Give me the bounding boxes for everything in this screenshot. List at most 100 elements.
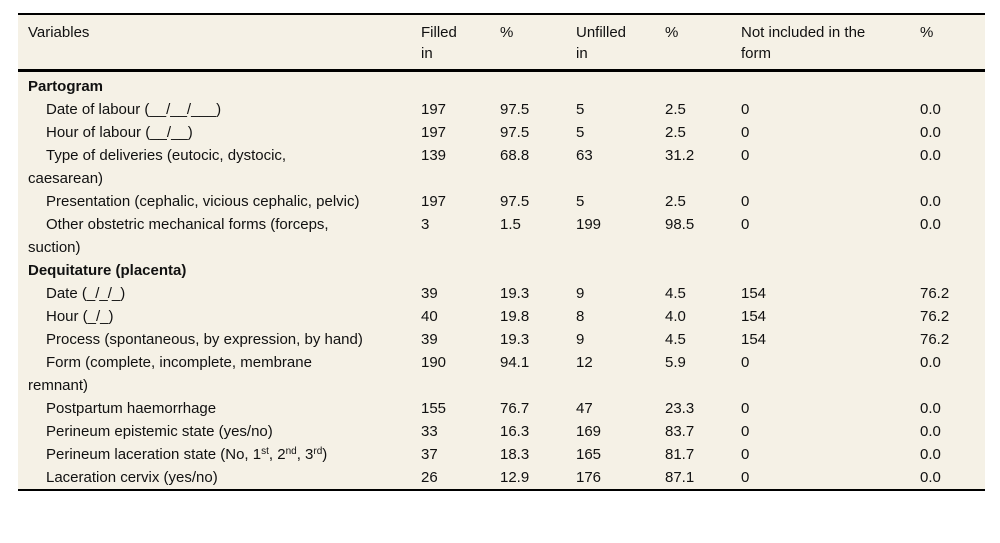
filled-pct-cell: 12.9 — [500, 469, 530, 486]
filled-pct-cell: 19.3 — [500, 331, 530, 348]
column-header-label: in — [576, 45, 588, 62]
filled-pct-cell: 76.7 — [500, 400, 530, 417]
filled-cell: 3 — [421, 216, 430, 233]
filled-pct-cell: 97.5 — [500, 124, 530, 141]
section-row-dequitature: Dequitature (placenta) — [18, 259, 985, 282]
unfilled-pct-cell: 4.5 — [665, 331, 686, 348]
column-header-not-included-pct: % — [920, 14, 985, 72]
column-header-label: Not included in the — [741, 24, 866, 41]
unfilled-pct-cell: 83.7 — [665, 423, 695, 440]
variable-cell: Hour (_/_) — [46, 308, 114, 325]
filled-pct-cell: 1.5 — [500, 216, 521, 233]
unfilled-pct-cell: 2.5 — [665, 193, 686, 210]
not-included-pct-cell: 0.0 — [920, 423, 941, 440]
filled-cell: 197 — [421, 124, 447, 141]
table-row: Presentation (cephalic, vicious cephalic… — [18, 190, 985, 213]
unfilled-pct-cell: 5.9 — [665, 354, 686, 371]
column-header-label: % — [500, 24, 514, 41]
unfilled-cell: 63 — [576, 147, 593, 164]
table-row: Perineum laceration state (No, 1st, 2nd,… — [18, 443, 985, 466]
variable-cell: Date of labour (__/__/___) — [46, 101, 222, 118]
table-row: Date (_/_/_) 39 19.3 9 4.5 154 76.2 — [18, 282, 985, 305]
table-row: Postpartum haemorrhage 155 76.7 47 23.3 … — [18, 397, 985, 420]
variable-cell: Date (_/_/_) — [46, 285, 126, 302]
column-header-filled-in: Filled in — [421, 14, 500, 72]
unfilled-pct-cell: 4.0 — [665, 308, 686, 325]
table-row: Laceration cervix (yes/no) 26 12.9 176 8… — [18, 466, 985, 490]
column-header-label: Variables — [28, 24, 90, 41]
variable-cell: Other obstetric mechanical forms (forcep… — [28, 216, 329, 256]
not-included-pct-cell: 0.0 — [920, 354, 941, 371]
not-included-cell: 0 — [741, 193, 750, 210]
table-row: Hour of labour (__/__) 197 97.5 5 2.5 0 … — [18, 121, 985, 144]
table-row: Form (complete, incomplete, membrane rem… — [18, 351, 985, 397]
not-included-cell: 0 — [741, 101, 750, 118]
filled-cell: 26 — [421, 469, 438, 486]
not-included-cell: 0 — [741, 446, 750, 463]
section-row-partogram: Partogram — [18, 71, 985, 99]
unfilled-cell: 8 — [576, 308, 585, 325]
table-row: Type of deliveries (eutocic, dystocic, c… — [18, 144, 985, 190]
unfilled-pct-cell: 81.7 — [665, 446, 695, 463]
column-header-label: Unfilled — [576, 24, 627, 41]
filled-cell: 39 — [421, 331, 438, 348]
unfilled-pct-cell: 2.5 — [665, 101, 686, 118]
unfilled-cell: 199 — [576, 216, 602, 233]
not-included-pct-cell: 0.0 — [920, 400, 941, 417]
section-title: Partogram — [28, 78, 104, 95]
not-included-pct-cell: 76.2 — [920, 308, 950, 325]
variable-cell: Presentation (cephalic, vicious cephalic… — [46, 193, 360, 210]
filled-cell: 139 — [421, 147, 447, 164]
column-header-label: in — [421, 45, 433, 62]
filled-cell: 197 — [421, 193, 447, 210]
variable-cell: Perineum epistemic state (yes/no) — [46, 423, 273, 440]
table-row: Process (spontaneous, by expression, by … — [18, 328, 985, 351]
column-header-unfilled-pct: % — [665, 14, 741, 72]
filled-cell: 39 — [421, 285, 438, 302]
filled-pct-cell: 97.5 — [500, 193, 530, 210]
not-included-cell: 0 — [741, 423, 750, 440]
not-included-pct-cell: 0.0 — [920, 469, 941, 486]
unfilled-pct-cell: 31.2 — [665, 147, 695, 164]
not-included-cell: 154 — [741, 285, 767, 302]
variable-cell: Type of deliveries (eutocic, dystocic, c… — [28, 147, 287, 187]
not-included-pct-cell: 0.0 — [920, 101, 941, 118]
header-row: Variables Filled in % Unfilled in % Not — [18, 14, 985, 72]
variable-cell: Process (spontaneous, by expression, by … — [46, 331, 363, 348]
unfilled-cell: 5 — [576, 124, 585, 141]
filled-cell: 40 — [421, 308, 438, 325]
unfilled-cell: 9 — [576, 285, 585, 302]
unfilled-pct-cell: 87.1 — [665, 469, 695, 486]
unfilled-cell: 5 — [576, 193, 585, 210]
unfilled-pct-cell: 23.3 — [665, 400, 695, 417]
variables-completion-table: Variables Filled in % Unfilled in % Not — [18, 13, 985, 491]
not-included-cell: 154 — [741, 308, 767, 325]
column-header-label: % — [920, 24, 934, 41]
unfilled-cell: 165 — [576, 446, 602, 463]
not-included-pct-cell: 0.0 — [920, 124, 941, 141]
variable-cell: Laceration cervix (yes/no) — [46, 469, 218, 486]
variable-cell: Hour of labour (__/__) — [46, 124, 193, 141]
filled-pct-cell: 19.3 — [500, 285, 530, 302]
not-included-cell: 0 — [741, 124, 750, 141]
column-header-filled-pct: % — [500, 14, 576, 72]
variable-cell: Perineum laceration state (No, 1st, 2nd,… — [46, 446, 328, 463]
variable-cell: Postpartum haemorrhage — [46, 400, 217, 417]
table-row: Hour (_/_) 40 19.8 8 4.0 154 76.2 — [18, 305, 985, 328]
filled-cell: 155 — [421, 400, 447, 417]
section-title: Dequitature (placenta) — [28, 262, 187, 279]
unfilled-cell: 9 — [576, 331, 585, 348]
unfilled-pct-cell: 98.5 — [665, 216, 695, 233]
column-header-label: Filled — [421, 24, 457, 41]
not-included-cell: 0 — [741, 469, 750, 486]
not-included-pct-cell: 0.0 — [920, 216, 941, 233]
not-included-pct-cell: 0.0 — [920, 193, 941, 210]
unfilled-cell: 176 — [576, 469, 602, 486]
filled-pct-cell: 19.8 — [500, 308, 530, 325]
unfilled-cell: 169 — [576, 423, 602, 440]
variable-cell: Form (complete, incomplete, membrane rem… — [28, 354, 312, 394]
not-included-pct-cell: 0.0 — [920, 147, 941, 164]
unfilled-pct-cell: 4.5 — [665, 285, 686, 302]
column-header-label: % — [665, 24, 679, 41]
